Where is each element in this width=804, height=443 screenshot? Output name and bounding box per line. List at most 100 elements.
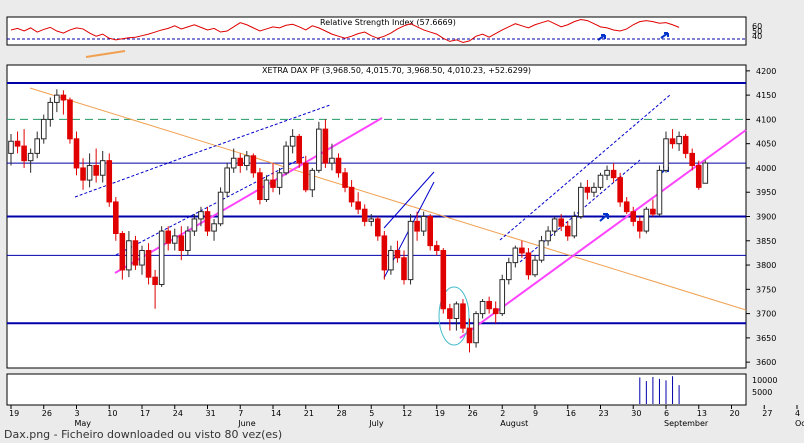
candle xyxy=(132,235,139,270)
candle xyxy=(375,216,381,241)
candle-body xyxy=(198,211,204,220)
candle-body xyxy=(80,167,86,181)
candle xyxy=(610,163,617,183)
date-tick-label: 2 xyxy=(500,409,505,418)
candle-body xyxy=(525,252,532,276)
price-tick-label: 3700 xyxy=(756,310,776,319)
price-tick-label: 3750 xyxy=(756,285,776,294)
rsi-tick-label: 60 xyxy=(752,22,762,31)
candle-body xyxy=(230,157,237,169)
candle-body xyxy=(401,257,407,281)
candle xyxy=(178,226,185,261)
date-tick-label: 10 xyxy=(107,409,117,418)
candle-body xyxy=(623,201,630,213)
candle-body xyxy=(453,303,460,319)
price-tick-label: 3950 xyxy=(756,188,776,197)
candle-body xyxy=(14,140,21,147)
rsi-title: Relative Strength Index (57.6669) xyxy=(320,18,456,27)
candle xyxy=(597,172,604,190)
candle xyxy=(73,131,80,176)
month-label: July xyxy=(368,419,384,428)
candle xyxy=(342,167,348,193)
candle xyxy=(663,131,669,173)
resistance-line xyxy=(29,87,747,311)
rsi-tick-label: 50 xyxy=(752,27,762,36)
candle xyxy=(335,153,342,178)
candle-body xyxy=(270,179,276,188)
candle-body xyxy=(348,186,355,203)
candle-body xyxy=(113,201,119,234)
candle xyxy=(643,206,650,234)
date-tick-label: 27 xyxy=(762,409,772,418)
channel-upper-2 xyxy=(499,94,671,241)
candle-body xyxy=(368,218,375,222)
candle xyxy=(427,214,433,251)
candle-body xyxy=(394,249,401,259)
candle xyxy=(584,180,591,200)
candle-body xyxy=(420,216,427,232)
candle xyxy=(270,163,276,193)
candle xyxy=(54,89,60,113)
candle-body xyxy=(512,247,519,264)
date-tick-label: 26 xyxy=(42,409,52,418)
candle-body xyxy=(316,128,322,171)
candle xyxy=(630,206,637,227)
candle xyxy=(355,192,361,215)
short-trend-upper xyxy=(383,171,435,229)
volume-axis: 10000 5000 xyxy=(752,376,777,397)
price-tick-label: 3600 xyxy=(756,358,776,367)
candle-body xyxy=(329,157,335,164)
price-tick-label: 4150 xyxy=(756,91,776,100)
candle-body xyxy=(630,211,637,222)
candle-body xyxy=(669,138,676,145)
candle-body xyxy=(60,94,67,101)
candle-body xyxy=(342,172,348,188)
candle-body xyxy=(322,128,329,164)
candle-body xyxy=(492,308,499,315)
month-label: September xyxy=(664,419,709,428)
candle-body xyxy=(73,138,80,169)
candle-body xyxy=(34,138,41,154)
candle-body xyxy=(571,216,578,237)
candle xyxy=(217,187,224,227)
month-label: May xyxy=(75,419,92,428)
candle xyxy=(676,131,682,151)
candle xyxy=(479,299,486,319)
candle-body xyxy=(650,208,656,215)
candle xyxy=(145,243,152,285)
candle xyxy=(322,119,329,168)
date-tick-label: 23 xyxy=(599,409,609,418)
candle-body xyxy=(695,165,702,188)
date-tick-label: 30 xyxy=(631,409,641,418)
candle-body xyxy=(224,167,230,193)
candle-body xyxy=(204,211,211,232)
date-tick-label: 3 xyxy=(75,409,80,418)
candle xyxy=(571,211,578,239)
candle-body xyxy=(21,145,27,162)
candle-body xyxy=(564,225,571,237)
candle-body xyxy=(676,135,682,145)
date-tick-label: 17 xyxy=(140,409,150,418)
candle-body xyxy=(682,135,689,154)
candle-body xyxy=(283,145,289,174)
candle xyxy=(414,211,420,241)
candle xyxy=(433,240,440,256)
candle-body xyxy=(106,160,113,203)
candle-body xyxy=(145,249,152,278)
candle-body xyxy=(473,313,479,344)
candle-body xyxy=(54,94,60,103)
date-tick-label: 5 xyxy=(369,409,374,418)
rsi-tick-label: 40 xyxy=(752,32,762,41)
candle-body xyxy=(139,249,145,266)
price-tick-label: 4200 xyxy=(756,67,776,76)
candle-body xyxy=(302,162,309,191)
candle xyxy=(80,158,86,190)
candle-body xyxy=(276,172,283,188)
chart-title: XETRA DAX PF (3,968.50, 4,015.70, 3,968.… xyxy=(262,66,531,75)
candle xyxy=(60,90,67,115)
candle xyxy=(283,141,289,176)
price-tick-label: 3800 xyxy=(756,261,776,270)
candle xyxy=(296,133,302,168)
candle xyxy=(695,160,702,190)
